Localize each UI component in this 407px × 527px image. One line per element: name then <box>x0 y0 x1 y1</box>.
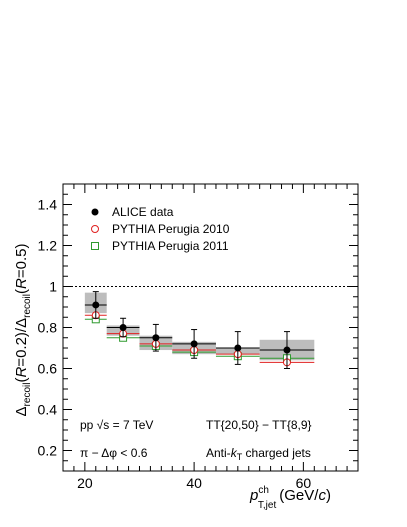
annotation-jets: Anti-kT charged jets <box>206 446 311 462</box>
legend-label-0: ALICE data <box>112 205 174 219</box>
y-tick-label: 0.6 <box>38 361 58 377</box>
legend-label-2: PYTHIA Perugia 2011 <box>112 239 229 253</box>
series0-point-1 <box>106 317 140 338</box>
y-tick-label: 1.4 <box>38 197 58 213</box>
axis-ticks-layer: 0.2 0.4 0.6 0.8 1 1.2 1.4 20 40 60 <box>38 184 359 491</box>
y-tick-label: 1.2 <box>38 238 58 254</box>
y-axis-title-text: Δrecoil(R=0.2)/Δrecoil(R=0.5) <box>13 244 33 417</box>
annotation-acoplanarity: π − Δφ < 0.6 <box>80 446 148 460</box>
data-marker <box>92 301 100 309</box>
x-tick-label: 40 <box>186 475 202 491</box>
data-marker <box>119 324 127 331</box>
series0-point-5 <box>259 331 315 369</box>
x-axis-title: pch T,jet(GeV/c) <box>249 485 331 511</box>
y-tick-label: 0.2 <box>38 443 58 459</box>
x-tick-label: 20 <box>77 475 93 491</box>
data-marker <box>190 340 198 348</box>
legend-label-1: PYTHIA Perugia 2010 <box>112 222 230 236</box>
x-tick-label: 60 <box>296 475 312 491</box>
y-tick-label: 0.8 <box>38 320 58 336</box>
data-marker <box>234 344 242 352</box>
series0-point-4 <box>215 331 260 365</box>
legend-marker-2 <box>91 242 99 250</box>
series0-point-2 <box>139 323 173 352</box>
data-marks-layer <box>84 291 315 369</box>
series0-point-0 <box>84 291 107 319</box>
legend: ALICE data PYTHIA Perugia 2010 PYTHIA Peru… <box>91 205 230 253</box>
annotation-energy: pp √s = 7 TeV <box>80 418 153 432</box>
legend-marker-1 <box>91 225 99 233</box>
y-axis-title: Δrecoil(R=0.2)/Δrecoil(R=0.5) <box>13 244 33 417</box>
x-axis-title-text: pch T,jet(GeV/c) <box>249 485 331 511</box>
annotation-trigger: TT{20,50} − TT{8,9} <box>206 418 312 432</box>
legend-marker-0 <box>91 208 99 216</box>
y-tick-label: 1 <box>49 279 57 295</box>
series0-point-3 <box>172 329 216 359</box>
data-marker <box>283 346 291 354</box>
y-tick-label: 0.4 <box>38 402 58 418</box>
data-marker <box>152 334 160 342</box>
